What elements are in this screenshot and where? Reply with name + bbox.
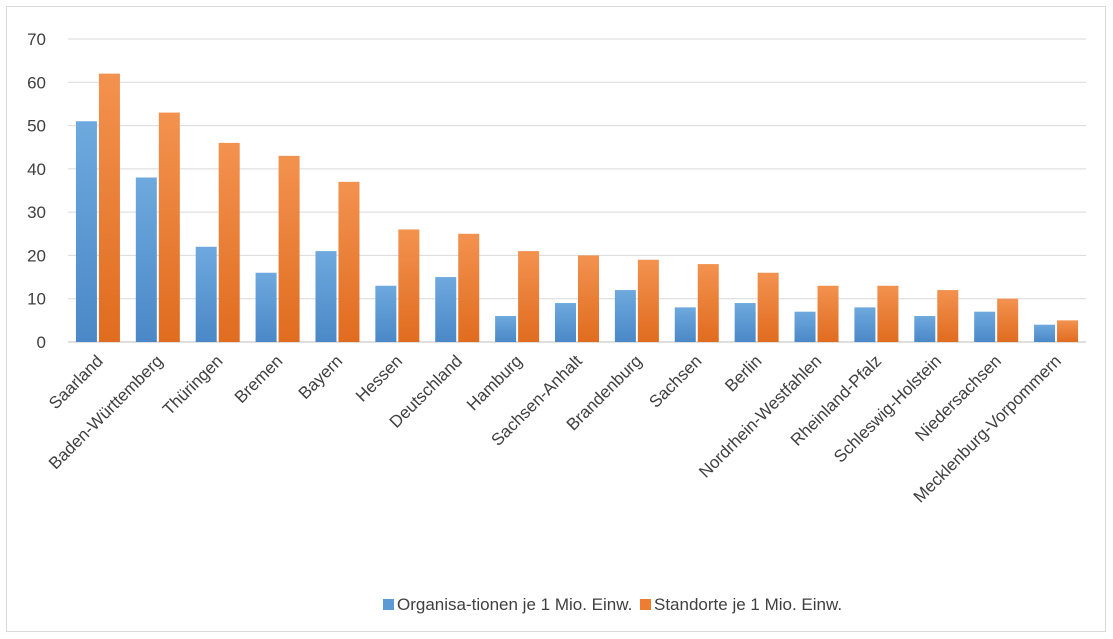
bar-organisationen [914,316,936,342]
bar-organisationen [435,277,457,342]
x-tick-label: Sachsen [645,351,705,411]
bar-organisationen [674,307,696,342]
y-tick-label: 20 [27,246,46,265]
bar-organisationen [734,303,756,342]
bar-standorte [278,155,300,342]
x-tick-label: Bayern [295,351,347,403]
y-tick-label: 50 [27,117,46,136]
bar-organisationen [555,303,576,342]
bar-organisationen [195,246,217,342]
bar-organisationen [255,272,277,342]
bar-standorte [218,142,240,342]
y-axis-tick-labels: 0 10 20 30 40 50 60 70 [27,30,46,352]
bar-standorte [1057,320,1079,342]
bar-organisationen [75,121,97,342]
bars [75,73,1079,342]
bar-organisationen [495,316,517,342]
x-tick-label: Berlin [721,351,765,395]
x-tick-label: Thüringen [159,351,227,419]
bar-organisationen [135,177,157,342]
y-tick-label: 60 [27,73,46,92]
bar-organisationen [974,311,996,342]
bar-standorte [757,272,779,342]
y-tick-label: 0 [37,333,46,352]
y-tick-label: 40 [27,160,46,179]
bar-organisationen [854,307,876,342]
bar-standorte [518,251,540,342]
x-tick-label: Bremen [231,351,287,407]
bar-standorte [997,298,1019,342]
x-tick-label: Hessen [352,351,406,405]
legend-swatch [383,599,394,610]
bar-organisationen [375,285,397,342]
y-tick-label: 30 [27,203,46,222]
bar-standorte [98,73,120,342]
bar-organisationen [794,311,816,342]
bar-standorte [338,181,360,342]
x-tick-label: Hamburg [463,351,526,414]
x-tick-label: Schleswig-Holstein [830,351,945,466]
bar-organisationen [614,290,636,342]
bar-organisationen [1034,324,1056,342]
bar-standorte [877,285,899,342]
x-tick-label: Saarland [45,351,107,413]
x-tick-label: Baden-Württemberg [45,351,167,473]
bar-standorte [458,233,480,342]
bar-standorte [697,264,719,342]
bar-standorte [578,255,599,342]
legend-label: Organisa-tionen je 1 Mio. Einw. [397,595,632,614]
y-tick-label: 70 [27,30,46,49]
y-tick-label: 10 [27,290,46,309]
legend-swatch [640,599,651,610]
bar-standorte [817,285,839,342]
bar-standorte [158,112,180,342]
legend-label: Standorte je 1 Mio. Einw. [654,595,842,614]
bar-organisationen [315,251,337,342]
bar-standorte [937,290,959,342]
bar-standorte [637,259,659,342]
legend: Organisa-tionen je 1 Mio. Einw. Standorte… [383,595,842,614]
bar-standorte [398,229,420,342]
